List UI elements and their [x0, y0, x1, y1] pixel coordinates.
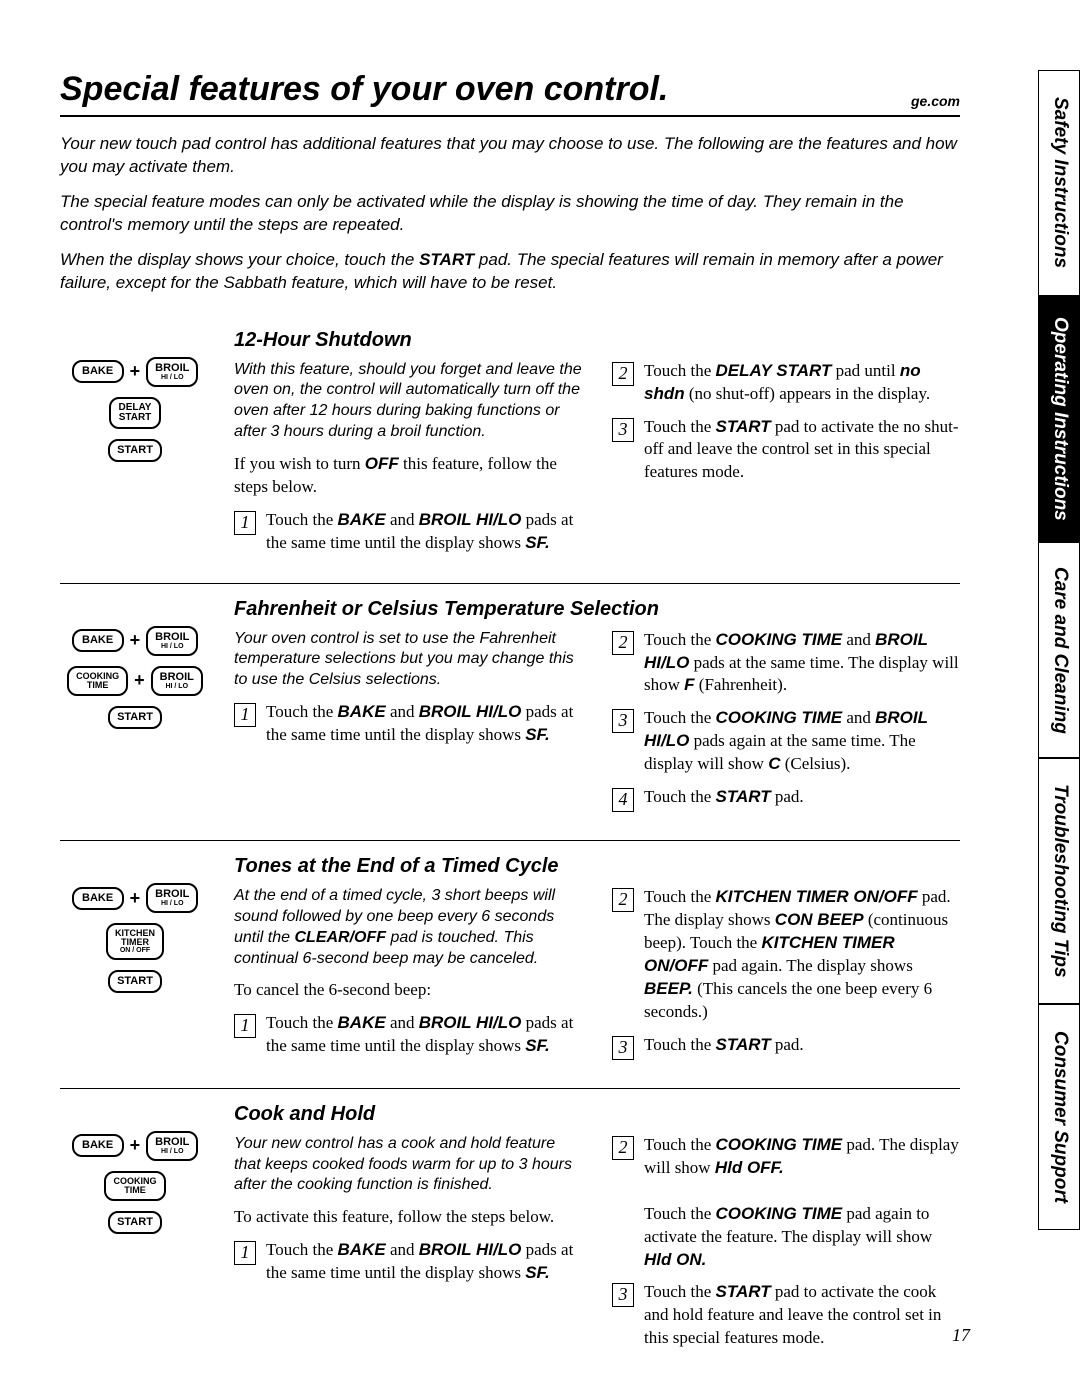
section-heading: Tones at the End of a Timed Cycle [234, 855, 960, 878]
step-1: 1 Touch the BAKE and BROIL HI/LO pads at… [234, 1012, 582, 1058]
step-1: 1 Touch the BAKE and BROIL HI/LO pads at… [234, 509, 582, 555]
bake-pad-icon: BAKE [72, 887, 124, 910]
step-1: 1 Touch the BAKE and BROIL HI/LO pads at… [234, 1239, 582, 1285]
step-number-icon: 3 [612, 1036, 634, 1060]
bake-pad-icon: BAKE [72, 629, 124, 652]
section-cook-hold: BAKE + BROILHI / LO COOKINGTIME START Co… [60, 1088, 960, 1360]
step-number-icon: 3 [612, 1283, 634, 1307]
step-number-icon: 1 [234, 1241, 256, 1265]
step-number-icon: 2 [612, 888, 634, 912]
broil-pad-icon: BROILHI / LO [151, 666, 203, 696]
plus-icon: + [130, 361, 141, 382]
plus-icon: + [134, 670, 145, 691]
broil-pad-icon: BROILHI / LO [146, 1131, 198, 1161]
step-number-icon: 1 [234, 511, 256, 535]
kitchen-timer-pad-icon: KITCHENTIMERON / OFF [106, 923, 164, 960]
section-intro-italic: With this feature, should you forget and… [234, 360, 582, 443]
section-heading: 12-Hour Shutdown [234, 329, 960, 352]
step-2: 2 Touch the COOKING TIME pad. The displa… [612, 1134, 960, 1272]
broil-pad-icon: BROILHI / LO [146, 626, 198, 656]
section-tones: BAKE + BROILHI / LO KITCHENTIMERON / OFF… [60, 840, 960, 1070]
step-number-icon: 2 [612, 1136, 634, 1160]
section-intro-italic: At the end of a timed cycle, 3 short bee… [234, 886, 582, 969]
broil-pad-icon: BROILHI / LO [146, 883, 198, 913]
step-number-icon: 1 [234, 1014, 256, 1038]
start-pad-icon: START [108, 970, 162, 993]
step-number-icon: 3 [612, 709, 634, 733]
section-fahrenheit-celsius: BAKE + BROILHI / LO COOKINGTIME + BROILH… [60, 583, 960, 823]
cooking-time-pad-icon: COOKINGTIME [104, 1171, 165, 1201]
intro-paragraph-2: The special feature modes can only be ac… [60, 191, 960, 237]
page-header: Special features of your oven control. g… [60, 70, 960, 117]
pad-diagram-cookhold: BAKE + BROILHI / LO COOKINGTIME START [60, 1103, 210, 1360]
pad-diagram-fc: BAKE + BROILHI / LO COOKINGTIME + BROILH… [60, 598, 210, 823]
section-plain-text: To activate this feature, follow the ste… [234, 1206, 582, 1229]
plus-icon: + [130, 888, 141, 909]
broil-pad-icon: BROILHI / LO [146, 357, 198, 387]
site-link: ge.com [911, 93, 960, 109]
step-number-icon: 3 [612, 418, 634, 442]
plus-icon: + [130, 1135, 141, 1156]
pad-diagram-shutdown: BAKE + BROILHI / LO DELAYSTART START [60, 329, 210, 565]
start-pad-icon: START [108, 1211, 162, 1234]
start-pad-icon: START [108, 706, 162, 729]
step-2: 2 Touch the COOKING TIME and BROIL HI/LO… [612, 629, 960, 698]
step-1: 1 Touch the BAKE and BROIL HI/LO pads at… [234, 701, 582, 747]
section-heading: Fahrenheit or Celsius Temperature Select… [234, 598, 960, 621]
step-2: 2 Touch the DELAY START pad until no shd… [612, 360, 960, 406]
section-heading: Cook and Hold [234, 1103, 960, 1126]
start-pad-icon: START [108, 439, 162, 462]
section-plain-text: To cancel the 6-second beep: [234, 979, 582, 1002]
page-title: Special features of your oven control. [60, 70, 668, 109]
intro-paragraph-1: Your new touch pad control has additiona… [60, 133, 960, 179]
page-number: 17 [952, 1325, 970, 1346]
step-3: 3 Touch the COOKING TIME and BROIL HI/LO… [612, 707, 960, 776]
step-number-icon: 2 [612, 631, 634, 655]
pad-diagram-tones: BAKE + BROILHI / LO KITCHENTIMERON / OFF… [60, 855, 210, 1070]
section-12-hour-shutdown: BAKE + BROILHI / LO DELAYSTART START 12-… [60, 315, 960, 565]
cooking-time-pad-icon: COOKINGTIME [67, 666, 128, 696]
step-3: 3 Touch the START pad to activate the co… [612, 1281, 960, 1350]
step-2: 2 Touch the KITCHEN TIMER ON/OFF pad. Th… [612, 886, 960, 1024]
delay-start-pad-icon: DELAYSTART [109, 397, 161, 429]
section-intro-italic: Your new control has a cook and hold fea… [234, 1134, 582, 1196]
step-3: 3 Touch the START pad to activate the no… [612, 416, 960, 485]
bake-pad-icon: BAKE [72, 360, 124, 383]
section-plain-text: If you wish to turn OFF this feature, fo… [234, 453, 582, 499]
bake-pad-icon: BAKE [72, 1134, 124, 1157]
intro-paragraph-3: When the display shows your choice, touc… [60, 249, 960, 295]
step-number-icon: 1 [234, 703, 256, 727]
step-4: 4 Touch the START pad. [612, 786, 960, 812]
step-number-icon: 4 [612, 788, 634, 812]
section-intro-italic: Your oven control is set to use the Fahr… [234, 629, 582, 691]
step-3: 3 Touch the START pad. [612, 1034, 960, 1060]
step-number-icon: 2 [612, 362, 634, 386]
plus-icon: + [130, 630, 141, 651]
